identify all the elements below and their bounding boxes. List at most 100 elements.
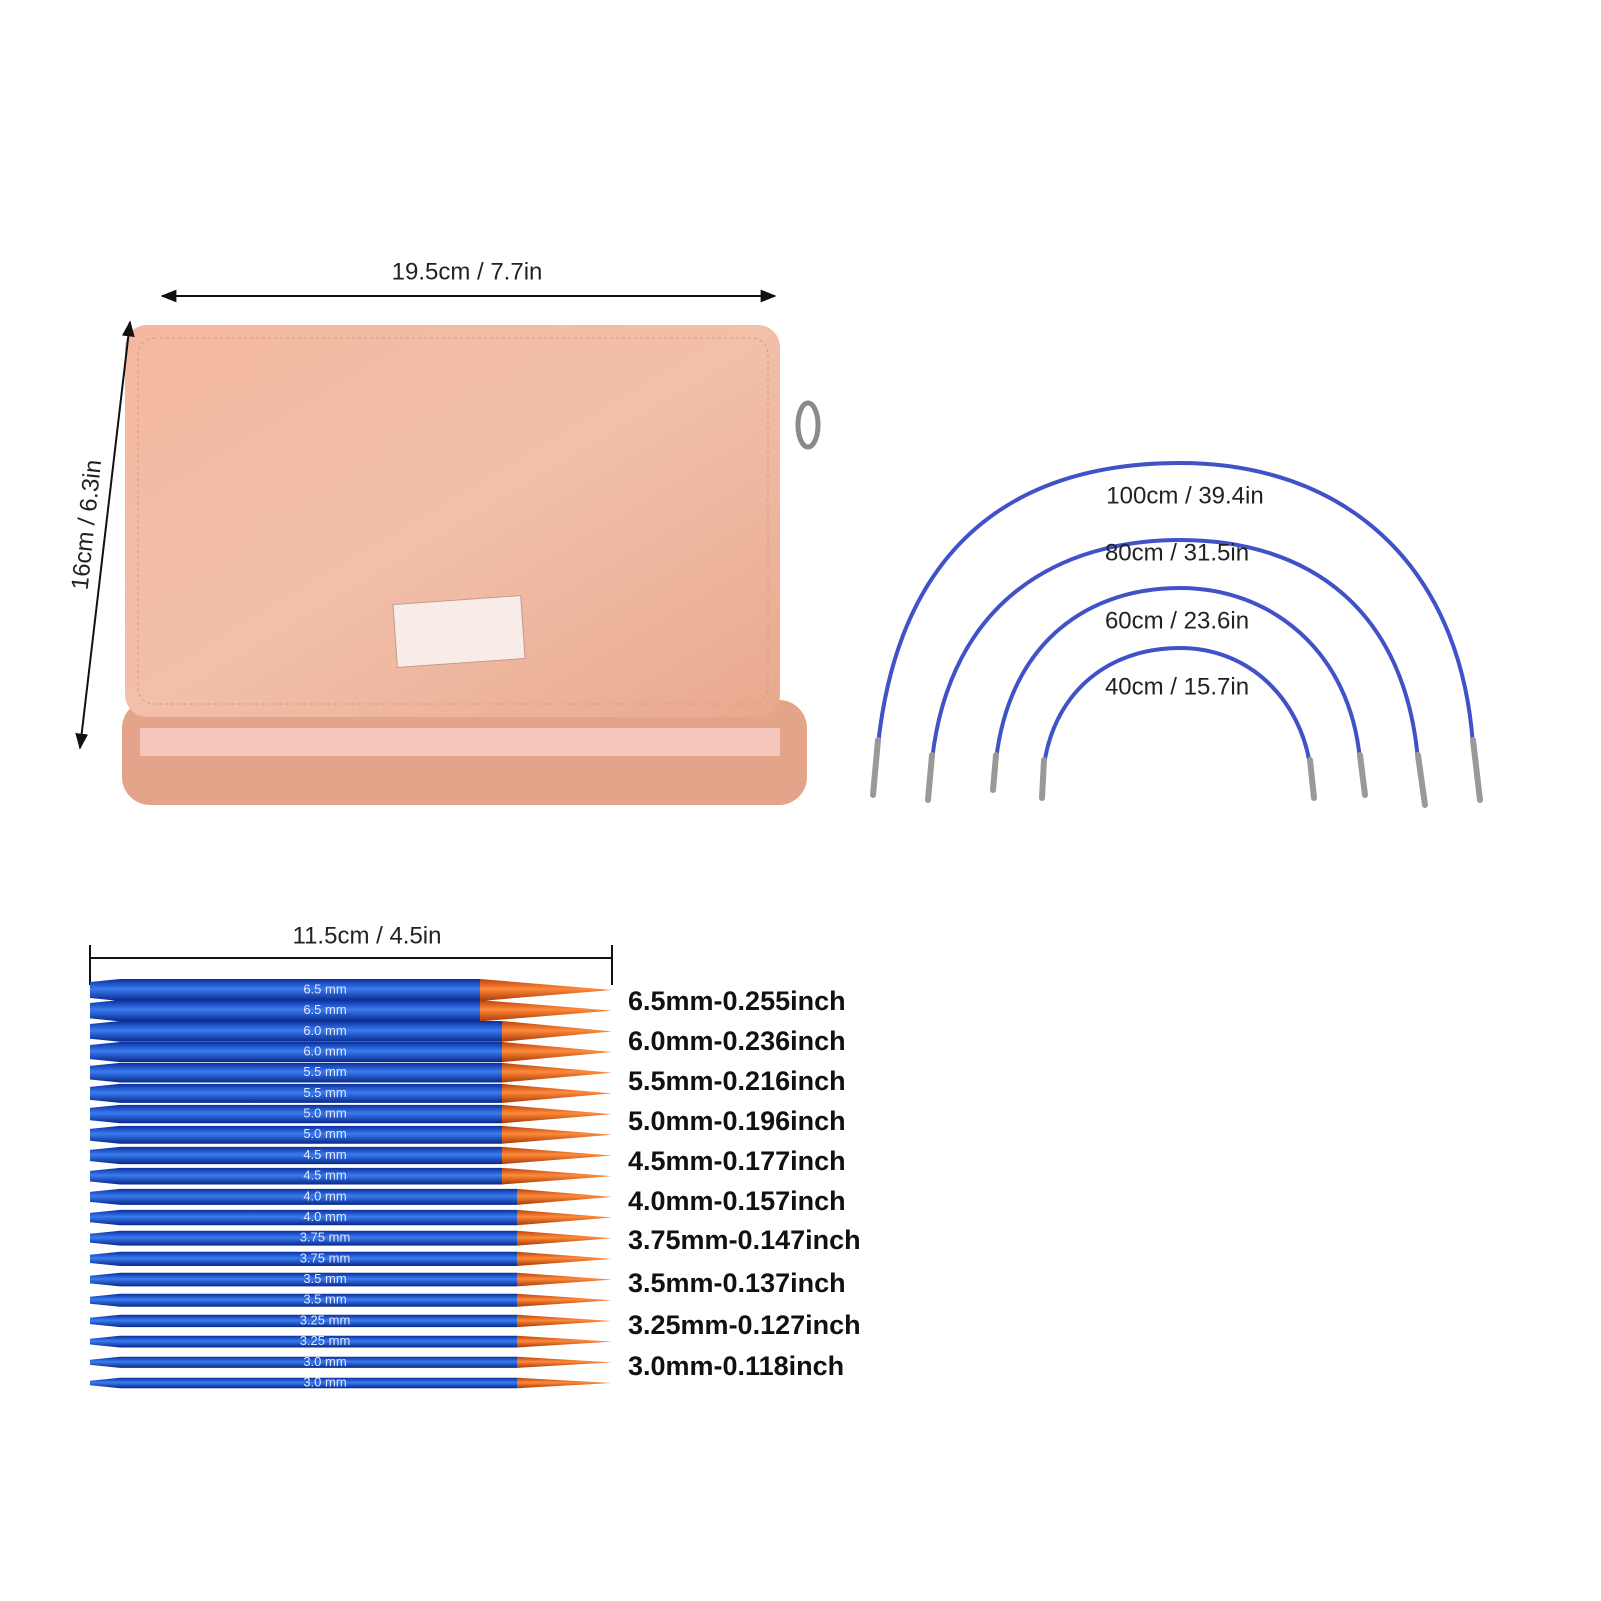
needle-body: [90, 1314, 517, 1328]
cable-tips: [870, 737, 1483, 808]
needle: 3.25 mm: [90, 1333, 612, 1348]
needle: 6.0 mm: [90, 1020, 612, 1042]
needle-body: [90, 1272, 517, 1287]
needle-body: [90, 1104, 502, 1124]
cable: [876, 460, 1475, 746]
needle-tip: [517, 1377, 612, 1389]
needle: 4.5 mm: [90, 1168, 612, 1185]
needle: 6.5 mm: [90, 979, 612, 1001]
size-label: 4.5mm-0.177inch: [628, 1146, 846, 1176]
needle: 3.75 mm: [90, 1230, 612, 1246]
needle-tip: [502, 1125, 612, 1144]
needle-tip: [502, 1146, 612, 1165]
needle: 3.5 mm: [90, 1292, 612, 1307]
size-label: 3.25mm-0.127inch: [628, 1310, 861, 1340]
needle-body: [90, 1062, 502, 1083]
size-label: 6.5mm-0.255inch: [628, 986, 846, 1016]
size-label: 3.0mm-0.118inch: [628, 1351, 844, 1381]
needle-body: [90, 1146, 502, 1165]
size-label: 3.5mm-0.137inch: [628, 1268, 846, 1298]
needle-body: [90, 1083, 502, 1103]
cable-label: 80cm / 31.5in: [1105, 539, 1249, 566]
needle-print: 3.25 mm: [300, 1333, 351, 1348]
needle-tip: [517, 1314, 612, 1328]
cable-label: 40cm / 15.7in: [1105, 673, 1249, 700]
needle-tip: [517, 1356, 612, 1368]
width-label: 19.5cm / 7.7in: [392, 258, 543, 285]
cable: [1042, 645, 1312, 766]
needle-print: 4.5 mm: [303, 1147, 346, 1162]
size-label: 4.0mm-0.157inch: [628, 1186, 846, 1216]
needle: 5.0 mm: [90, 1104, 612, 1124]
needle: 4.0 mm: [90, 1209, 612, 1226]
needle-tip: [502, 1062, 612, 1083]
size-label: 5.0mm-0.196inch: [628, 1106, 846, 1136]
needle-print: 3.75 mm: [300, 1250, 351, 1265]
needle-body: [90, 1125, 502, 1144]
needle-print: 3.75 mm: [300, 1230, 351, 1245]
needle-body: [90, 1293, 517, 1307]
needle-body: [90, 999, 480, 1022]
needle-print: 5.5 mm: [303, 1064, 346, 1079]
size-label: 3.75mm-0.147inch: [628, 1225, 861, 1255]
needle-body: [90, 1377, 517, 1389]
needle-tip: [480, 999, 612, 1022]
size-label: 5.5mm-0.216inch: [628, 1066, 846, 1096]
needle-print: 4.0 mm: [303, 1188, 346, 1203]
needle-print: 4.0 mm: [303, 1209, 346, 1224]
needle-tip: [502, 1167, 612, 1185]
needle-tip: [480, 979, 612, 1001]
height-arrow: [75, 320, 135, 750]
needle-body: [90, 1167, 502, 1185]
needle-tip: [517, 1251, 612, 1266]
needle-tip: [517, 1293, 612, 1307]
needle: 3.5 mm: [90, 1271, 612, 1287]
needle: 3.0 mm: [90, 1374, 612, 1389]
needle-body: [90, 1020, 502, 1042]
cable-label: 60cm / 23.6in: [1105, 607, 1249, 634]
needle-print: 5.5 mm: [303, 1085, 346, 1100]
needle-print: 6.5 mm: [303, 981, 346, 996]
needle-body: [90, 1335, 517, 1348]
needle: 6.0 mm: [90, 1041, 612, 1063]
needle: 6.5 mm: [90, 999, 612, 1022]
cables: [876, 460, 1475, 766]
needle-print: 3.5 mm: [303, 1292, 346, 1307]
needle-body: [90, 1209, 517, 1226]
needle-body: [90, 979, 480, 1001]
needle-print: 6.0 mm: [303, 1023, 346, 1038]
needle-body: [90, 1188, 517, 1205]
cable-label: 100cm / 39.4in: [1106, 482, 1263, 509]
needle-set: 6.5 mm 6.5 mm 6.0 mm 6.0 mm 5.5 mm 5.5 mm 5.0 …: [90, 979, 612, 1389]
needle: 4.0 mm: [90, 1188, 612, 1205]
cable: [930, 537, 1420, 761]
needle-print: 5.0 mm: [303, 1106, 346, 1121]
needle-print: 5.0 mm: [303, 1126, 346, 1141]
needle: 3.75 mm: [90, 1250, 612, 1266]
needle-print: 3.25 mm: [300, 1312, 351, 1327]
needle-tip: [517, 1230, 612, 1246]
needle: 5.5 mm: [90, 1062, 612, 1083]
case: [122, 325, 821, 805]
needle-tip: [502, 1020, 612, 1042]
needle-body: [90, 1356, 517, 1368]
needle: 3.0 mm: [90, 1354, 612, 1369]
needle-print: 3.5 mm: [303, 1271, 346, 1286]
needle: 3.25 mm: [90, 1312, 612, 1327]
needle-print: 3.0 mm: [303, 1354, 346, 1369]
size-label: 6.0mm-0.236inch: [628, 1026, 846, 1056]
needle: 4.5 mm: [90, 1146, 612, 1165]
needle-print: 6.5 mm: [303, 1002, 346, 1017]
needle-tip: [517, 1335, 612, 1348]
length-label: 11.5cm / 4.5in: [293, 922, 442, 949]
needle-body: [90, 1041, 502, 1063]
cable: [994, 585, 1362, 761]
needle-tip: [502, 1104, 612, 1124]
needle: 5.5 mm: [90, 1083, 612, 1103]
needle-tip: [517, 1272, 612, 1287]
needle-tip: [502, 1083, 612, 1103]
size-list: 6.5mm-0.255inch 6.0mm-0.236inch 5.5mm-0.21…: [628, 986, 861, 1381]
needle: 5.0 mm: [90, 1125, 612, 1144]
